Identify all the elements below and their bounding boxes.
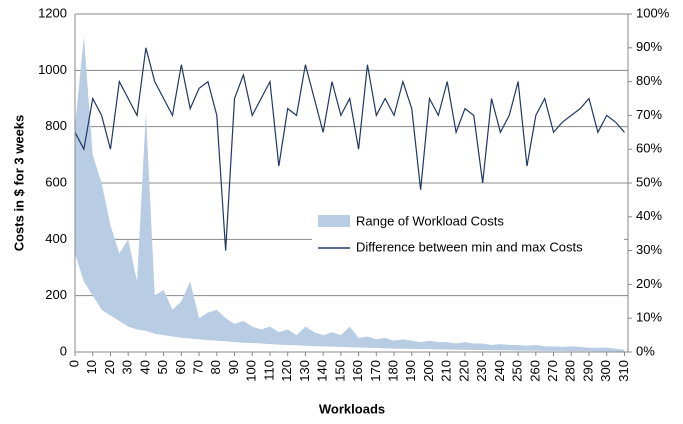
x-tick-label: 70 bbox=[191, 360, 206, 374]
x-tick-label: 170 bbox=[368, 360, 383, 382]
x-tick-label: 120 bbox=[279, 360, 294, 382]
x-tick-label: 190 bbox=[403, 360, 418, 382]
legend-box bbox=[312, 208, 624, 262]
x-tick-label: 60 bbox=[173, 360, 188, 374]
y-tick-label: 600 bbox=[45, 174, 67, 189]
y2-tick-label: 60% bbox=[636, 141, 662, 156]
x-tick-label: 10 bbox=[84, 360, 99, 374]
x-tick-label: 20 bbox=[102, 360, 117, 374]
y2-tick-label: 50% bbox=[636, 174, 662, 189]
x-tick-label: 160 bbox=[350, 360, 365, 382]
legend-label: Difference between min and max Costs bbox=[356, 239, 583, 254]
y-tick-label: 0 bbox=[60, 343, 67, 358]
y-tick-label: 200 bbox=[45, 287, 67, 302]
legend-swatch bbox=[318, 215, 350, 227]
x-tick-label: 300 bbox=[598, 360, 613, 382]
y-tick-label: 800 bbox=[45, 118, 67, 133]
x-tick-label: 100 bbox=[244, 360, 259, 382]
x-tick-label: 200 bbox=[421, 360, 436, 382]
x-tick-label: 130 bbox=[297, 360, 312, 382]
y-tick-label: 1200 bbox=[38, 5, 67, 20]
y2-tick-label: 0% bbox=[636, 343, 655, 358]
x-tick-label: 210 bbox=[439, 360, 454, 382]
x-axis-title: Workloads bbox=[319, 401, 385, 416]
y2-tick-label: 20% bbox=[636, 276, 662, 291]
range-area bbox=[75, 36, 625, 352]
y2-tick-label: 40% bbox=[636, 208, 662, 223]
y2-tick-label: 70% bbox=[636, 107, 662, 122]
y2-tick-label: 90% bbox=[636, 39, 662, 54]
y2-tick-label: 10% bbox=[636, 310, 662, 325]
y2-tick-label: 100% bbox=[636, 5, 670, 20]
x-tick-label: 140 bbox=[315, 360, 330, 382]
x-tick-label: 50 bbox=[155, 360, 170, 374]
difference-line bbox=[74, 47, 625, 251]
x-tick-label: 290 bbox=[580, 360, 595, 382]
y2-tick-label: 80% bbox=[636, 73, 662, 88]
x-tick-label: 230 bbox=[474, 360, 489, 382]
x-tick-label: 40 bbox=[137, 360, 152, 374]
x-tick-label: 240 bbox=[492, 360, 507, 382]
x-tick-label: 270 bbox=[545, 360, 560, 382]
x-tick-label: 30 bbox=[120, 360, 135, 374]
x-tick-label: 280 bbox=[563, 360, 578, 382]
x-tick-label: 310 bbox=[616, 360, 631, 382]
x-tick-label: 220 bbox=[456, 360, 471, 382]
y-tick-label: 1000 bbox=[38, 62, 67, 77]
y-axis-title: Costs in $ for 3 weeks bbox=[11, 115, 26, 252]
legend-label: Range of Workload Costs bbox=[356, 213, 504, 228]
x-tick-label: 80 bbox=[208, 360, 223, 374]
y-tick-label: 400 bbox=[45, 231, 67, 246]
x-tick-label: 90 bbox=[226, 360, 241, 374]
x-tick-label: 250 bbox=[510, 360, 525, 382]
x-tick-label: 0 bbox=[66, 360, 81, 367]
x-tick-label: 110 bbox=[261, 360, 276, 381]
y2-tick-label: 30% bbox=[636, 242, 662, 257]
x-tick-label: 260 bbox=[527, 360, 542, 382]
x-tick-label: 180 bbox=[385, 360, 400, 382]
x-tick-label: 150 bbox=[332, 360, 347, 382]
